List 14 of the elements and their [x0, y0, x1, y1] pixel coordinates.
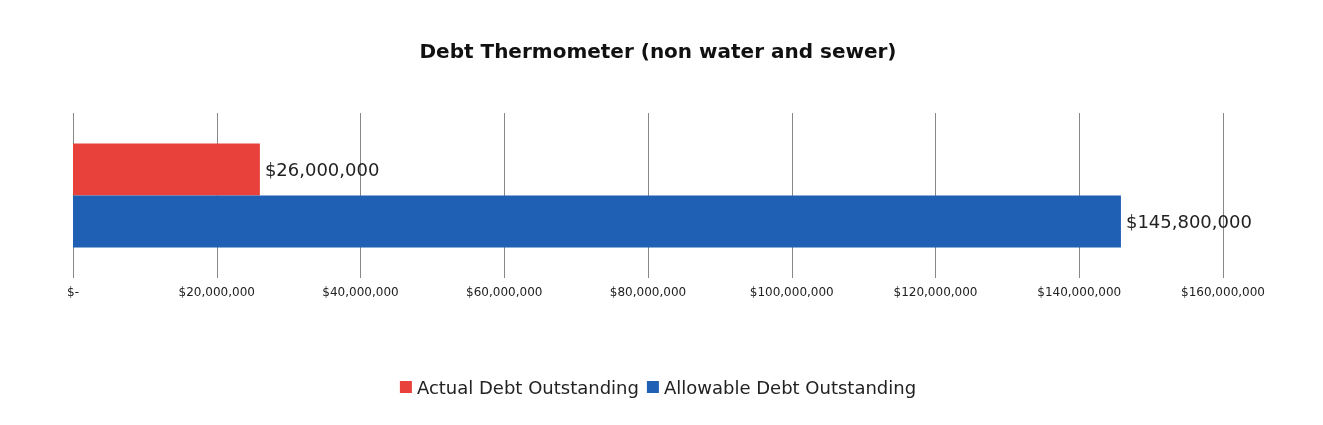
x-tick-label: $60,000,000	[466, 285, 543, 299]
x-tick-label: $160,000,000	[1181, 285, 1265, 299]
x-tick-label: $140,000,000	[1037, 285, 1122, 299]
data-label: $145,800,000	[1125, 211, 1252, 232]
legend-label: Actual Debt Outstanding	[416, 376, 639, 398]
x-tick-label: $40,000,000	[322, 285, 399, 299]
data-label: $26,000,000	[264, 159, 380, 180]
x-tick-label: $80,000,000	[609, 285, 687, 299]
x-tick-label: $-	[67, 285, 79, 299]
legend-label: Allowable Debt Outstanding	[663, 376, 917, 398]
x-tick-label: $100,000,000	[749, 285, 834, 299]
chart-title: Debt Thermometer (non water and sewer)	[419, 39, 897, 63]
x-tick-label: $120,000,000	[893, 285, 978, 299]
x-tick-label: $20,000,000	[178, 285, 255, 299]
